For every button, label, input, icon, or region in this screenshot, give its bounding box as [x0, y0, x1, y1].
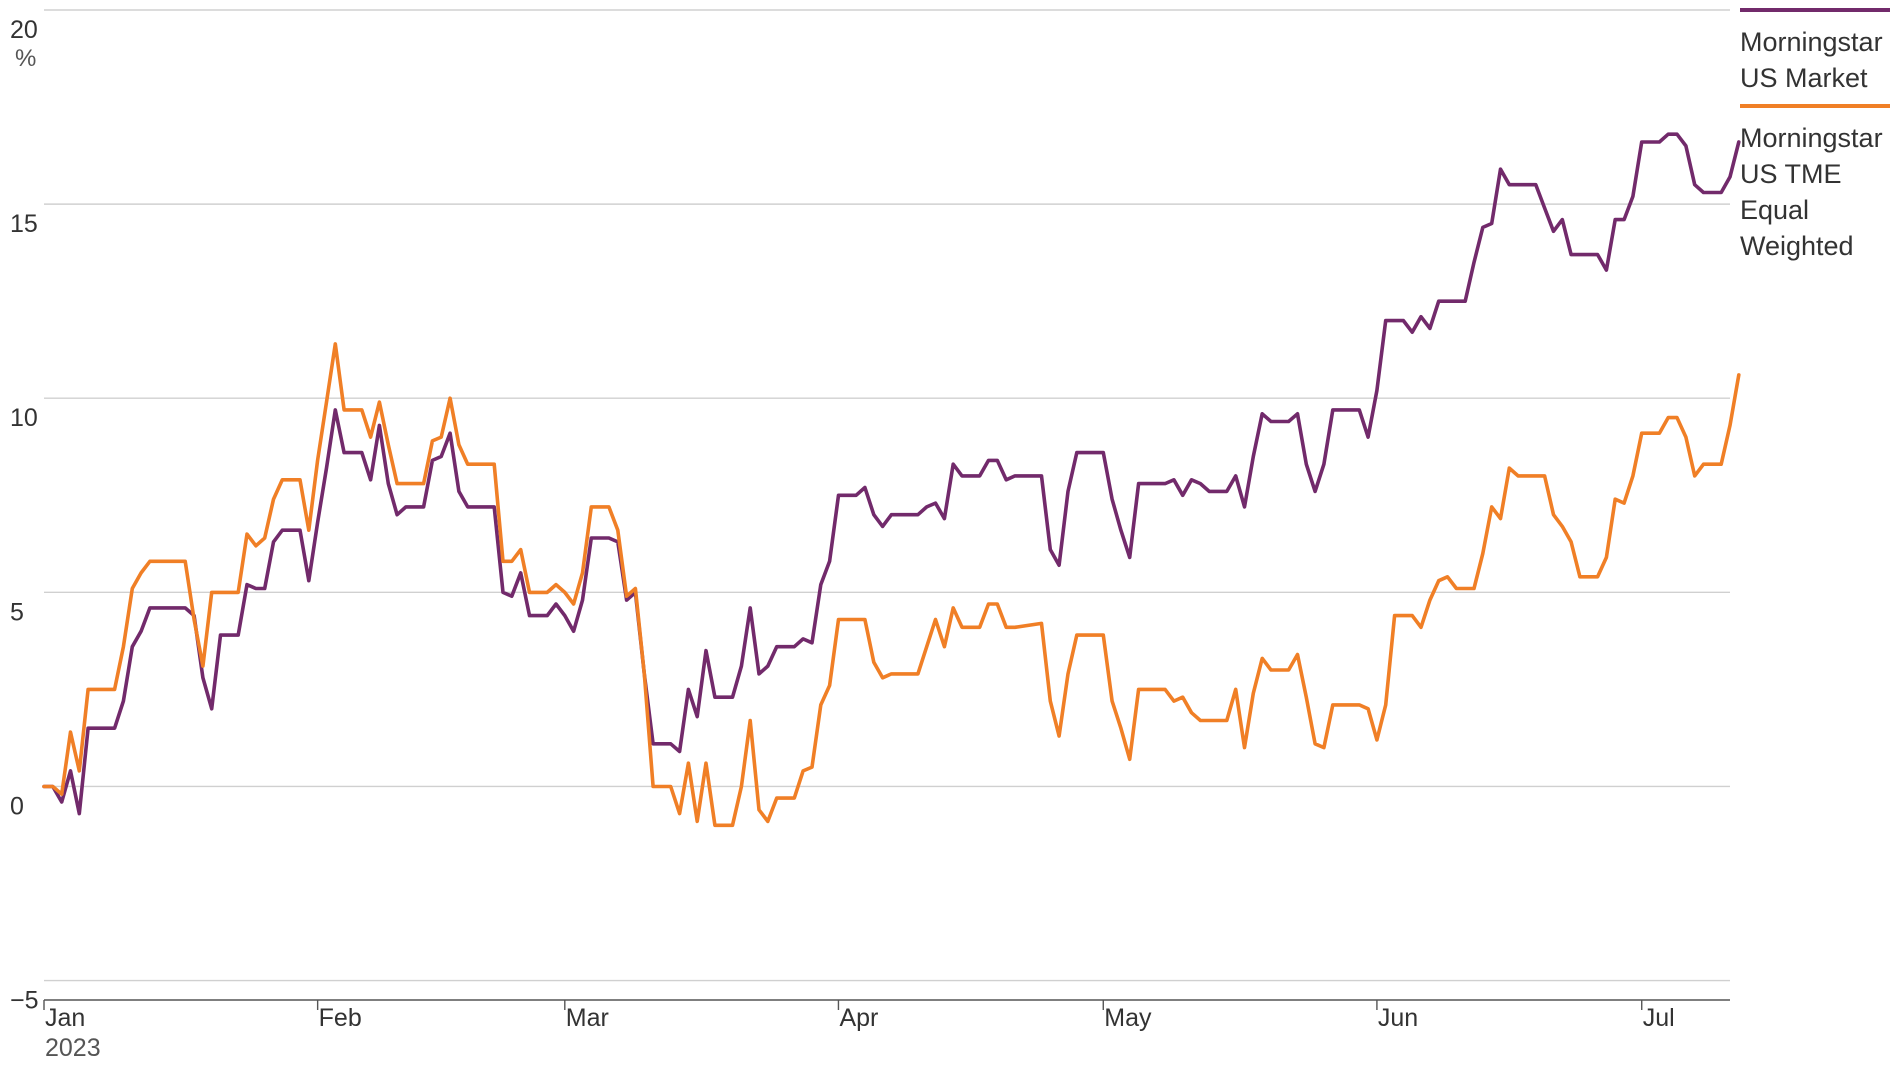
- legend: Morningstar US Market Morningstar US TME…: [1740, 8, 1890, 272]
- y-tick-label: 20: [10, 16, 38, 44]
- y-tick-label: 0: [10, 792, 24, 820]
- y-axis-ticks: 20 15 10 5 0 −5: [10, 16, 39, 1015]
- series-line-0: [42, 132, 1741, 816]
- x-tick-year-label: 2023: [45, 1034, 101, 1062]
- y-tick-label: −5: [10, 987, 39, 1015]
- x-tick-label: Jul: [1643, 1004, 1675, 1032]
- x-tick-label: Feb: [319, 1004, 362, 1032]
- x-tick-label: May: [1104, 1004, 1152, 1032]
- gridlines: [44, 9, 1730, 982]
- series-lines: [42, 132, 1741, 828]
- x-tick-label: Apr: [839, 1004, 878, 1032]
- legend-item-tme-equal-weighted: Morningstar US TME Equal Weighted: [1740, 104, 1890, 264]
- x-tick-label: Mar: [566, 1004, 609, 1032]
- legend-label: Morningstar US TME Equal Weighted: [1740, 123, 1883, 261]
- legend-label: Morningstar US Market: [1740, 27, 1883, 93]
- y-tick-label: 10: [10, 404, 38, 432]
- x-tick-label: Jan: [45, 1004, 85, 1032]
- x-tick-label: Jun: [1378, 1004, 1418, 1032]
- legend-item-us-market: Morningstar US Market: [1740, 8, 1890, 96]
- y-tick-label: 5: [10, 598, 24, 626]
- y-axis-unit: %: [15, 45, 36, 72]
- y-tick-label: 15: [10, 210, 38, 238]
- series-line-1: [42, 342, 1741, 828]
